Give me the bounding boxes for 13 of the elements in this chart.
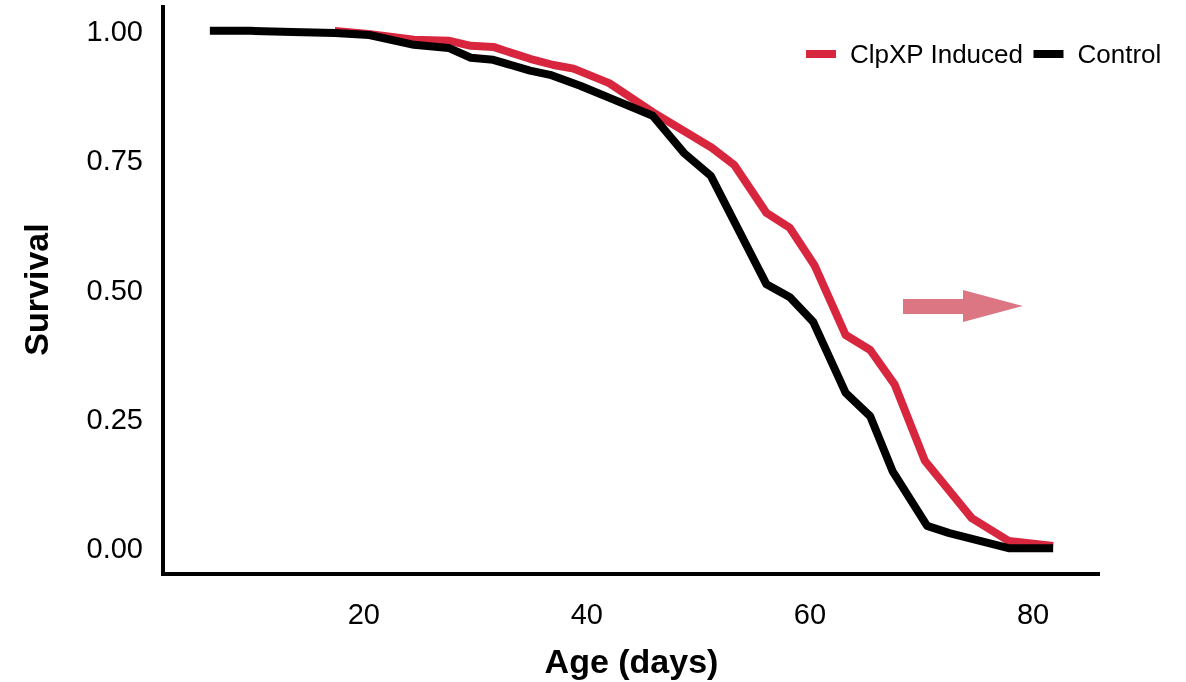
y-tick-label: 0.25 xyxy=(86,402,143,435)
x-tick-label: 80 xyxy=(1016,598,1050,630)
x-axis-title: Age (days) xyxy=(544,642,719,680)
y-tick-label: 0.00 xyxy=(86,532,143,565)
y-tick-label: 0.75 xyxy=(86,144,143,177)
y-tick-label: 1.00 xyxy=(86,15,143,48)
legend-label: Control xyxy=(1077,39,1162,69)
y-tick-label: 0.50 xyxy=(86,273,143,306)
x-tick-label: 20 xyxy=(347,598,380,630)
x-tick-label: 40 xyxy=(570,598,604,630)
legend-label: ClpXP Induced xyxy=(850,39,1023,69)
x-tick-label: 60 xyxy=(793,598,827,630)
y-axis-title: Survival xyxy=(17,223,55,356)
